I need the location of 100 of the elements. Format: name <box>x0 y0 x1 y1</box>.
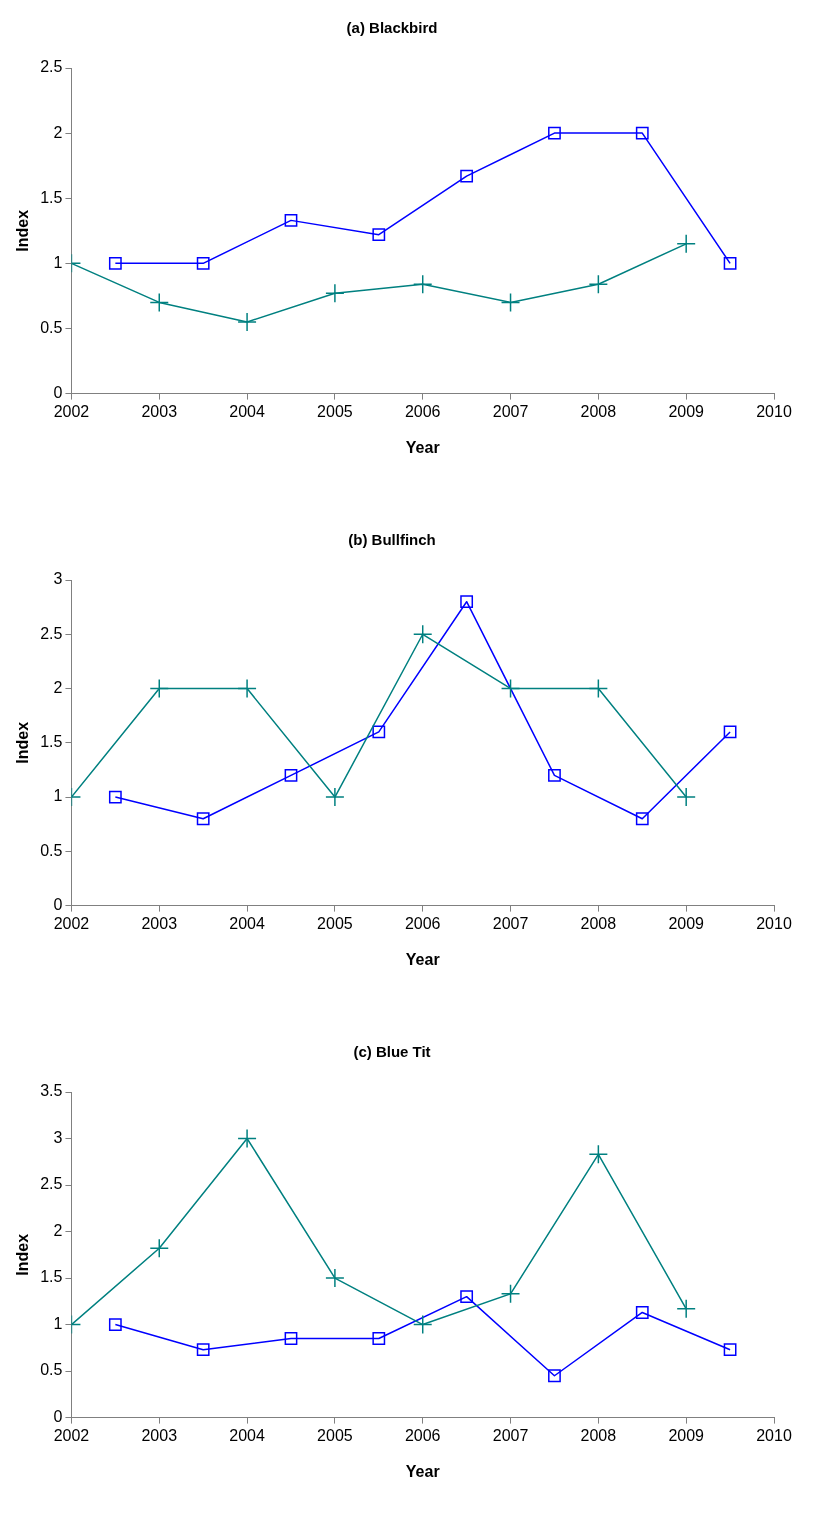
point <box>412 274 433 294</box>
x-tick-label: 2009 <box>668 914 705 932</box>
point <box>325 283 345 304</box>
y-tick-label: 3 <box>53 570 63 588</box>
y-axis-title: Index <box>14 209 32 252</box>
x-axis-title: Year <box>405 438 440 456</box>
point <box>108 256 122 270</box>
point <box>723 256 737 270</box>
y-tick-label: 1.5 <box>40 188 63 206</box>
chart-title: (a) Blackbird <box>346 19 438 37</box>
x-tick-label: 2006 <box>404 914 441 932</box>
x-tick-label: 2008 <box>580 914 617 932</box>
point <box>237 1128 257 1149</box>
y-tick-label: 3 <box>53 1128 63 1146</box>
point <box>635 1306 649 1319</box>
y-tick-label: 2.5 <box>40 1175 63 1193</box>
point <box>196 1343 210 1357</box>
point <box>284 213 298 227</box>
point <box>196 812 210 826</box>
chart-title: (b) Bullfinch <box>348 531 436 549</box>
x-tick-label: 2010 <box>756 402 792 420</box>
y-tick-label: 2 <box>53 1221 63 1239</box>
y-axis-title: Index <box>14 721 32 764</box>
y-tick-label: 0.5 <box>40 1361 63 1379</box>
point <box>460 595 474 609</box>
point <box>548 768 561 782</box>
y-axis-title: Index <box>14 1233 32 1276</box>
point <box>635 812 649 826</box>
x-tick-label: 2002 <box>53 1426 90 1444</box>
x-tick-label: 2004 <box>229 402 265 420</box>
point <box>149 678 170 699</box>
point <box>284 768 298 782</box>
y-tick-label: 2.5 <box>40 58 63 76</box>
y-tick-label: 0 <box>53 384 63 402</box>
x-tick-label: 2003 <box>141 914 178 932</box>
point <box>284 1332 298 1345</box>
x-axis-title: Year <box>405 1462 440 1480</box>
point <box>676 787 696 807</box>
chart-title: (c) Blue Tit <box>353 1043 431 1061</box>
x-tick-label: 2004 <box>229 1426 265 1444</box>
point <box>325 787 345 807</box>
y-tick-label: 2 <box>53 123 63 141</box>
point <box>723 725 737 739</box>
x-tick-label: 2010 <box>756 1426 792 1444</box>
point <box>412 1314 433 1335</box>
y-tick-label: 1 <box>53 253 63 271</box>
point <box>237 678 257 699</box>
y-tick-label: 0 <box>53 896 63 914</box>
x-tick-label: 2006 <box>404 1426 441 1444</box>
point <box>500 292 521 313</box>
y-tick-label: 0 <box>53 1408 63 1426</box>
y-tick-label: 2.5 <box>40 624 63 642</box>
y-tick-label: 2 <box>53 678 63 696</box>
x-tick-label: 2003 <box>141 402 178 420</box>
point <box>548 1369 561 1383</box>
x-tick-label: 2008 <box>580 402 617 420</box>
point <box>372 725 386 739</box>
point <box>460 1290 474 1304</box>
point <box>372 228 386 242</box>
y-tick-label: 3.5 <box>40 1082 63 1100</box>
x-axis-title: Year <box>405 950 440 968</box>
point <box>500 1284 521 1304</box>
x-tick-label: 2002 <box>53 402 90 420</box>
point <box>588 678 609 699</box>
point <box>548 126 561 140</box>
point <box>237 312 257 332</box>
point <box>149 1238 170 1259</box>
point <box>372 1332 386 1345</box>
x-tick-label: 2008 <box>580 1426 617 1444</box>
x-tick-label: 2009 <box>668 1426 705 1444</box>
y-tick-label: 1 <box>53 1314 63 1332</box>
x-tick-label: 2005 <box>317 914 353 932</box>
x-tick-label: 2004 <box>229 914 265 932</box>
point <box>108 790 122 804</box>
x-tick-label: 2005 <box>317 1426 353 1444</box>
point <box>588 274 609 294</box>
x-tick-label: 2009 <box>668 402 705 420</box>
y-tick-label: 1 <box>53 787 63 805</box>
point <box>676 1299 696 1319</box>
point <box>460 169 474 183</box>
x-tick-label: 2007 <box>492 1426 529 1444</box>
point <box>149 292 170 313</box>
y-tick-label: 0.5 <box>40 318 63 336</box>
point <box>412 624 433 645</box>
x-tick-label: 2007 <box>492 402 529 420</box>
point <box>108 1318 122 1331</box>
x-tick-label: 2003 <box>141 1426 178 1444</box>
point <box>588 1144 609 1165</box>
x-tick-label: 2002 <box>53 914 90 932</box>
x-tick-label: 2007 <box>492 914 529 932</box>
point <box>196 256 210 270</box>
point <box>635 126 649 140</box>
y-tick-label: 0.5 <box>40 841 63 859</box>
point <box>723 1343 737 1357</box>
x-tick-label: 2010 <box>756 914 792 932</box>
point <box>325 1268 345 1288</box>
x-tick-label: 2005 <box>317 402 353 420</box>
y-tick-label: 1.5 <box>40 733 63 751</box>
point <box>676 234 696 254</box>
x-tick-label: 2006 <box>404 402 441 420</box>
